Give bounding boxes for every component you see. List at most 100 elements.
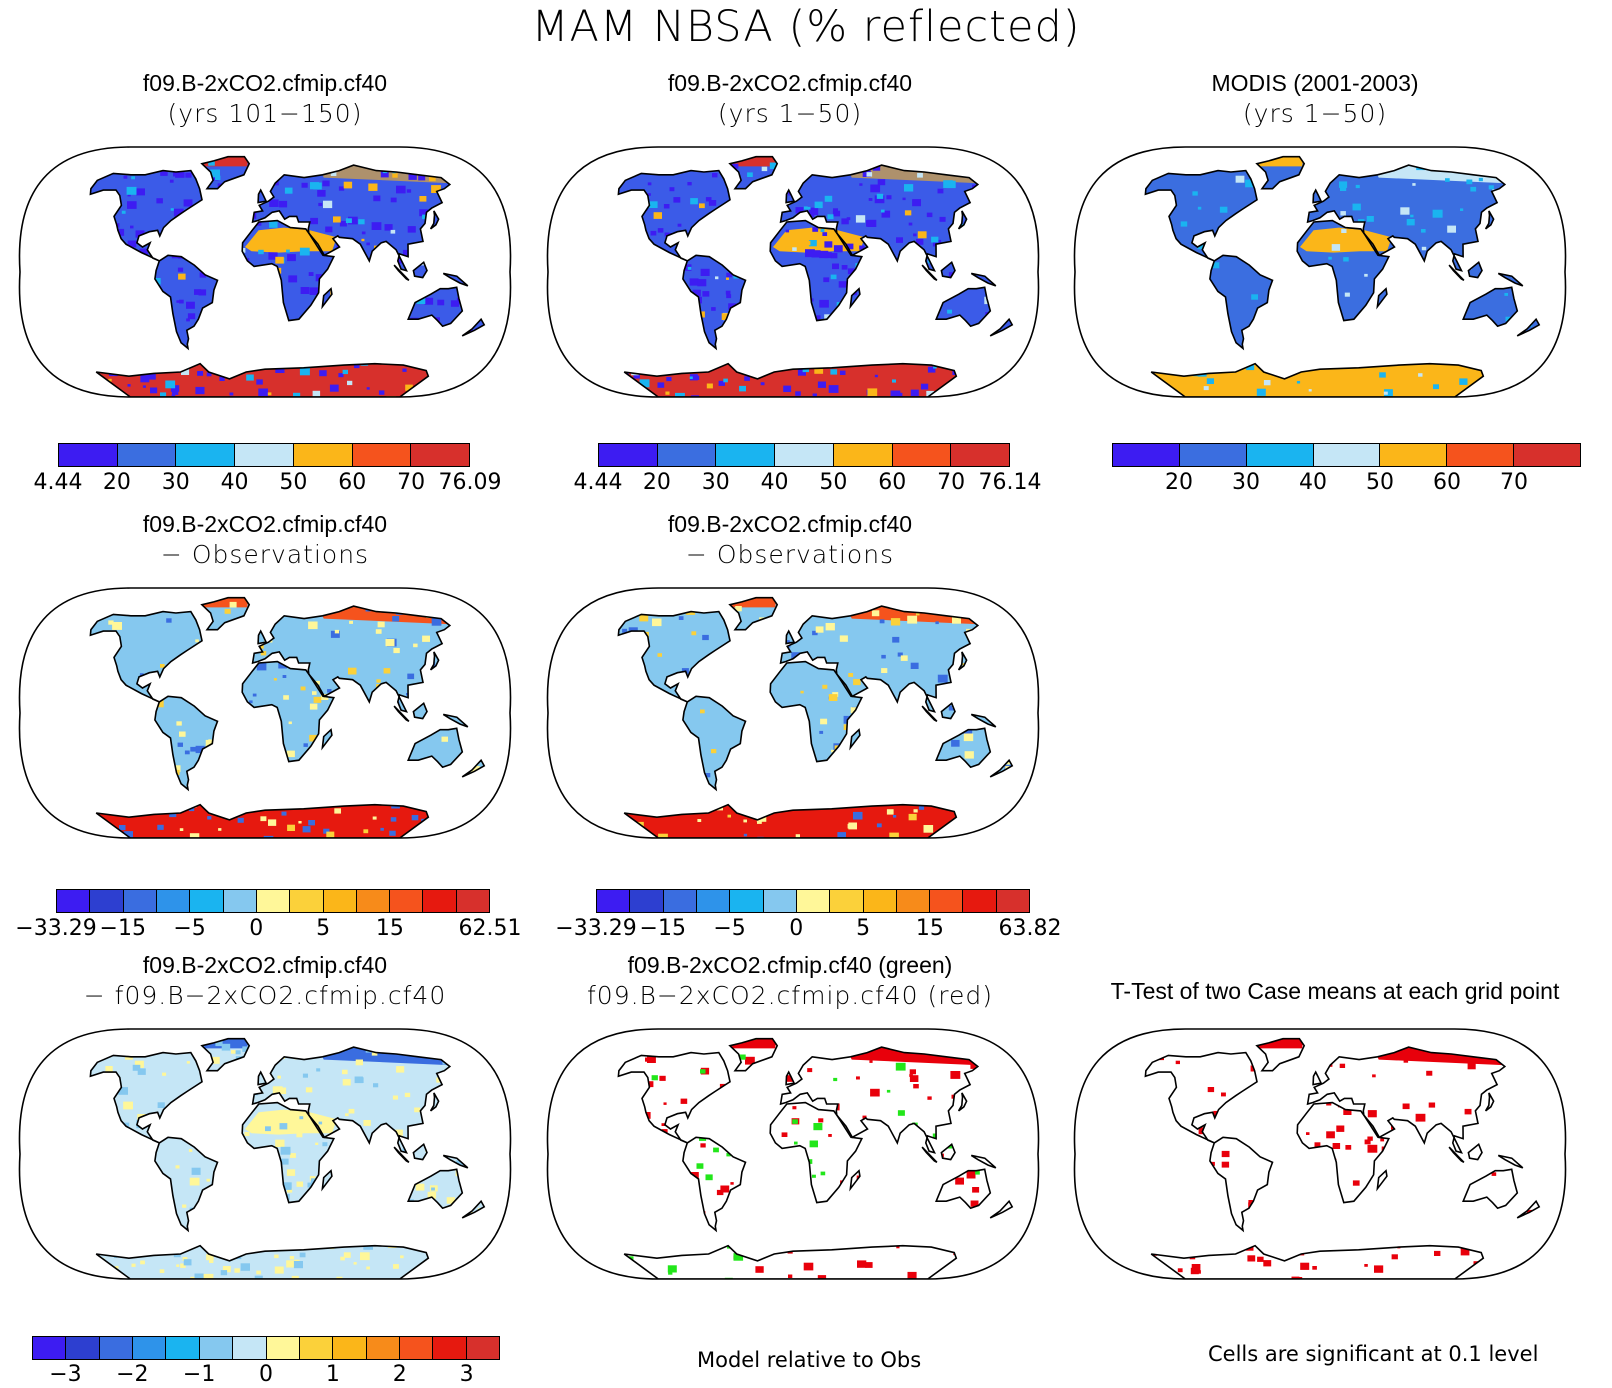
grid-cell: [1026, 1274, 1029, 1277]
grid-cell: [461, 321, 471, 329]
grid-cell: [1032, 623, 1036, 626]
grid-cell: [326, 606, 334, 613]
cb5-swatch: [830, 890, 864, 912]
grid-cell: [761, 166, 768, 172]
grid-cell: [145, 1167, 155, 1175]
grid-cell: [670, 158, 677, 164]
cb6-swatch: [399, 1337, 434, 1359]
grid-cell: [454, 1146, 460, 1151]
grid-cell: [848, 762, 857, 770]
grid-cell: [1197, 206, 1202, 210]
grid-cell: [348, 667, 357, 675]
grid-cell: [123, 1101, 133, 1110]
grid-cell: [98, 597, 108, 604]
grid-cell: [828, 1134, 832, 1137]
grid-cell: [441, 1212, 447, 1217]
grid-cell: [1096, 1084, 1102, 1089]
grid-cell: [170, 208, 174, 211]
grid-cell: [279, 164, 283, 168]
colorbar-tick-label: 60: [338, 470, 367, 495]
grid-cell: [117, 1143, 128, 1152]
grid-cell: [873, 315, 883, 323]
map-panel-2: [546, 146, 1040, 398]
grid-cell: [723, 233, 729, 238]
grid-cell: [1534, 388, 1540, 395]
grid-cell: [325, 226, 333, 233]
grid-cell: [699, 348, 705, 353]
grid-cell: [101, 1221, 108, 1227]
grid-cell: [444, 1115, 448, 1118]
grid-cell: [568, 597, 572, 600]
grid-cell: [1028, 1031, 1032, 1035]
grid-cell: [183, 603, 193, 612]
grid-cell: [171, 157, 177, 163]
grid-cell: [910, 662, 919, 669]
grid-cell: [718, 350, 729, 359]
grid-cell: [423, 386, 432, 393]
grid-cell: [1026, 169, 1030, 172]
grid-cell: [876, 823, 882, 828]
grid-cell: [673, 1162, 679, 1167]
grid-cell: [1483, 1135, 1490, 1141]
grid-cell: [1403, 1059, 1409, 1063]
grid-cell: [277, 156, 285, 158]
grid-cell: [859, 245, 865, 250]
grid-cell: [1470, 186, 1477, 192]
grid-cell: [789, 345, 794, 350]
coastline: [251, 1046, 452, 1154]
grid-cell: [602, 1128, 607, 1132]
grid-cell: [841, 218, 849, 225]
grid-cell: [1343, 257, 1349, 262]
grid-cell: [186, 650, 195, 657]
grid-cell: [762, 276, 767, 280]
colorbar-tick-label: 20: [102, 470, 131, 495]
grid-cell: [375, 629, 382, 634]
grid-cell: [881, 210, 891, 218]
grid-cell: [184, 1101, 193, 1107]
grid-cell: [1311, 1229, 1320, 1236]
grid-cell: [244, 1080, 254, 1088]
colorbar-tick-label: 20: [642, 470, 671, 495]
grid-cell: [1342, 1204, 1349, 1210]
colorbar-1-ticks: 4.44 20 30 40 50 60 70 76.09: [34, 470, 502, 496]
colorbar-tick-label: 20: [1165, 470, 1193, 495]
grid-cell: [92, 222, 97, 226]
grid-cell: [446, 1197, 455, 1204]
grid-cell: [75, 166, 83, 172]
grid-cell: [633, 373, 640, 379]
grid-cell: [334, 808, 341, 814]
grid-cell: [492, 193, 496, 196]
grid-cell: [222, 1069, 229, 1075]
grid-cell: [31, 263, 41, 271]
grid-cell: [896, 274, 901, 278]
grid-cell: [55, 306, 62, 311]
grid-cell: [463, 605, 469, 610]
grid-cell: [1359, 167, 1364, 171]
grid-cell: [27, 699, 36, 707]
grid-cell: [318, 168, 322, 171]
grid-cell: [269, 199, 279, 207]
grid-cell: [481, 356, 485, 362]
grid-cell: [74, 244, 80, 249]
grid-cell: [474, 334, 481, 341]
grid-cell: [958, 1248, 967, 1255]
grid-cell: [36, 151, 39, 154]
grid-cell: [1507, 352, 1513, 357]
grid-cell: [970, 1064, 977, 1069]
grid-cell: [127, 272, 135, 279]
colorbar-panel-4: [56, 889, 490, 913]
grid-cell: [247, 150, 254, 156]
grid-cell: [392, 1045, 399, 1051]
grid-cell: [598, 832, 602, 835]
grid-cell: [753, 344, 762, 351]
grid-cell: [1116, 1139, 1123, 1145]
grid-cell: [1520, 216, 1525, 221]
grid-cell: [224, 356, 230, 361]
grid-cell: [1011, 675, 1013, 682]
grid-cell: [970, 1200, 979, 1207]
grid-cell: [1105, 1116, 1114, 1123]
grid-cell: [1014, 265, 1022, 271]
grid-cell: [461, 1251, 470, 1258]
grid-cell: [242, 1046, 250, 1052]
grid-cell: [647, 182, 652, 186]
